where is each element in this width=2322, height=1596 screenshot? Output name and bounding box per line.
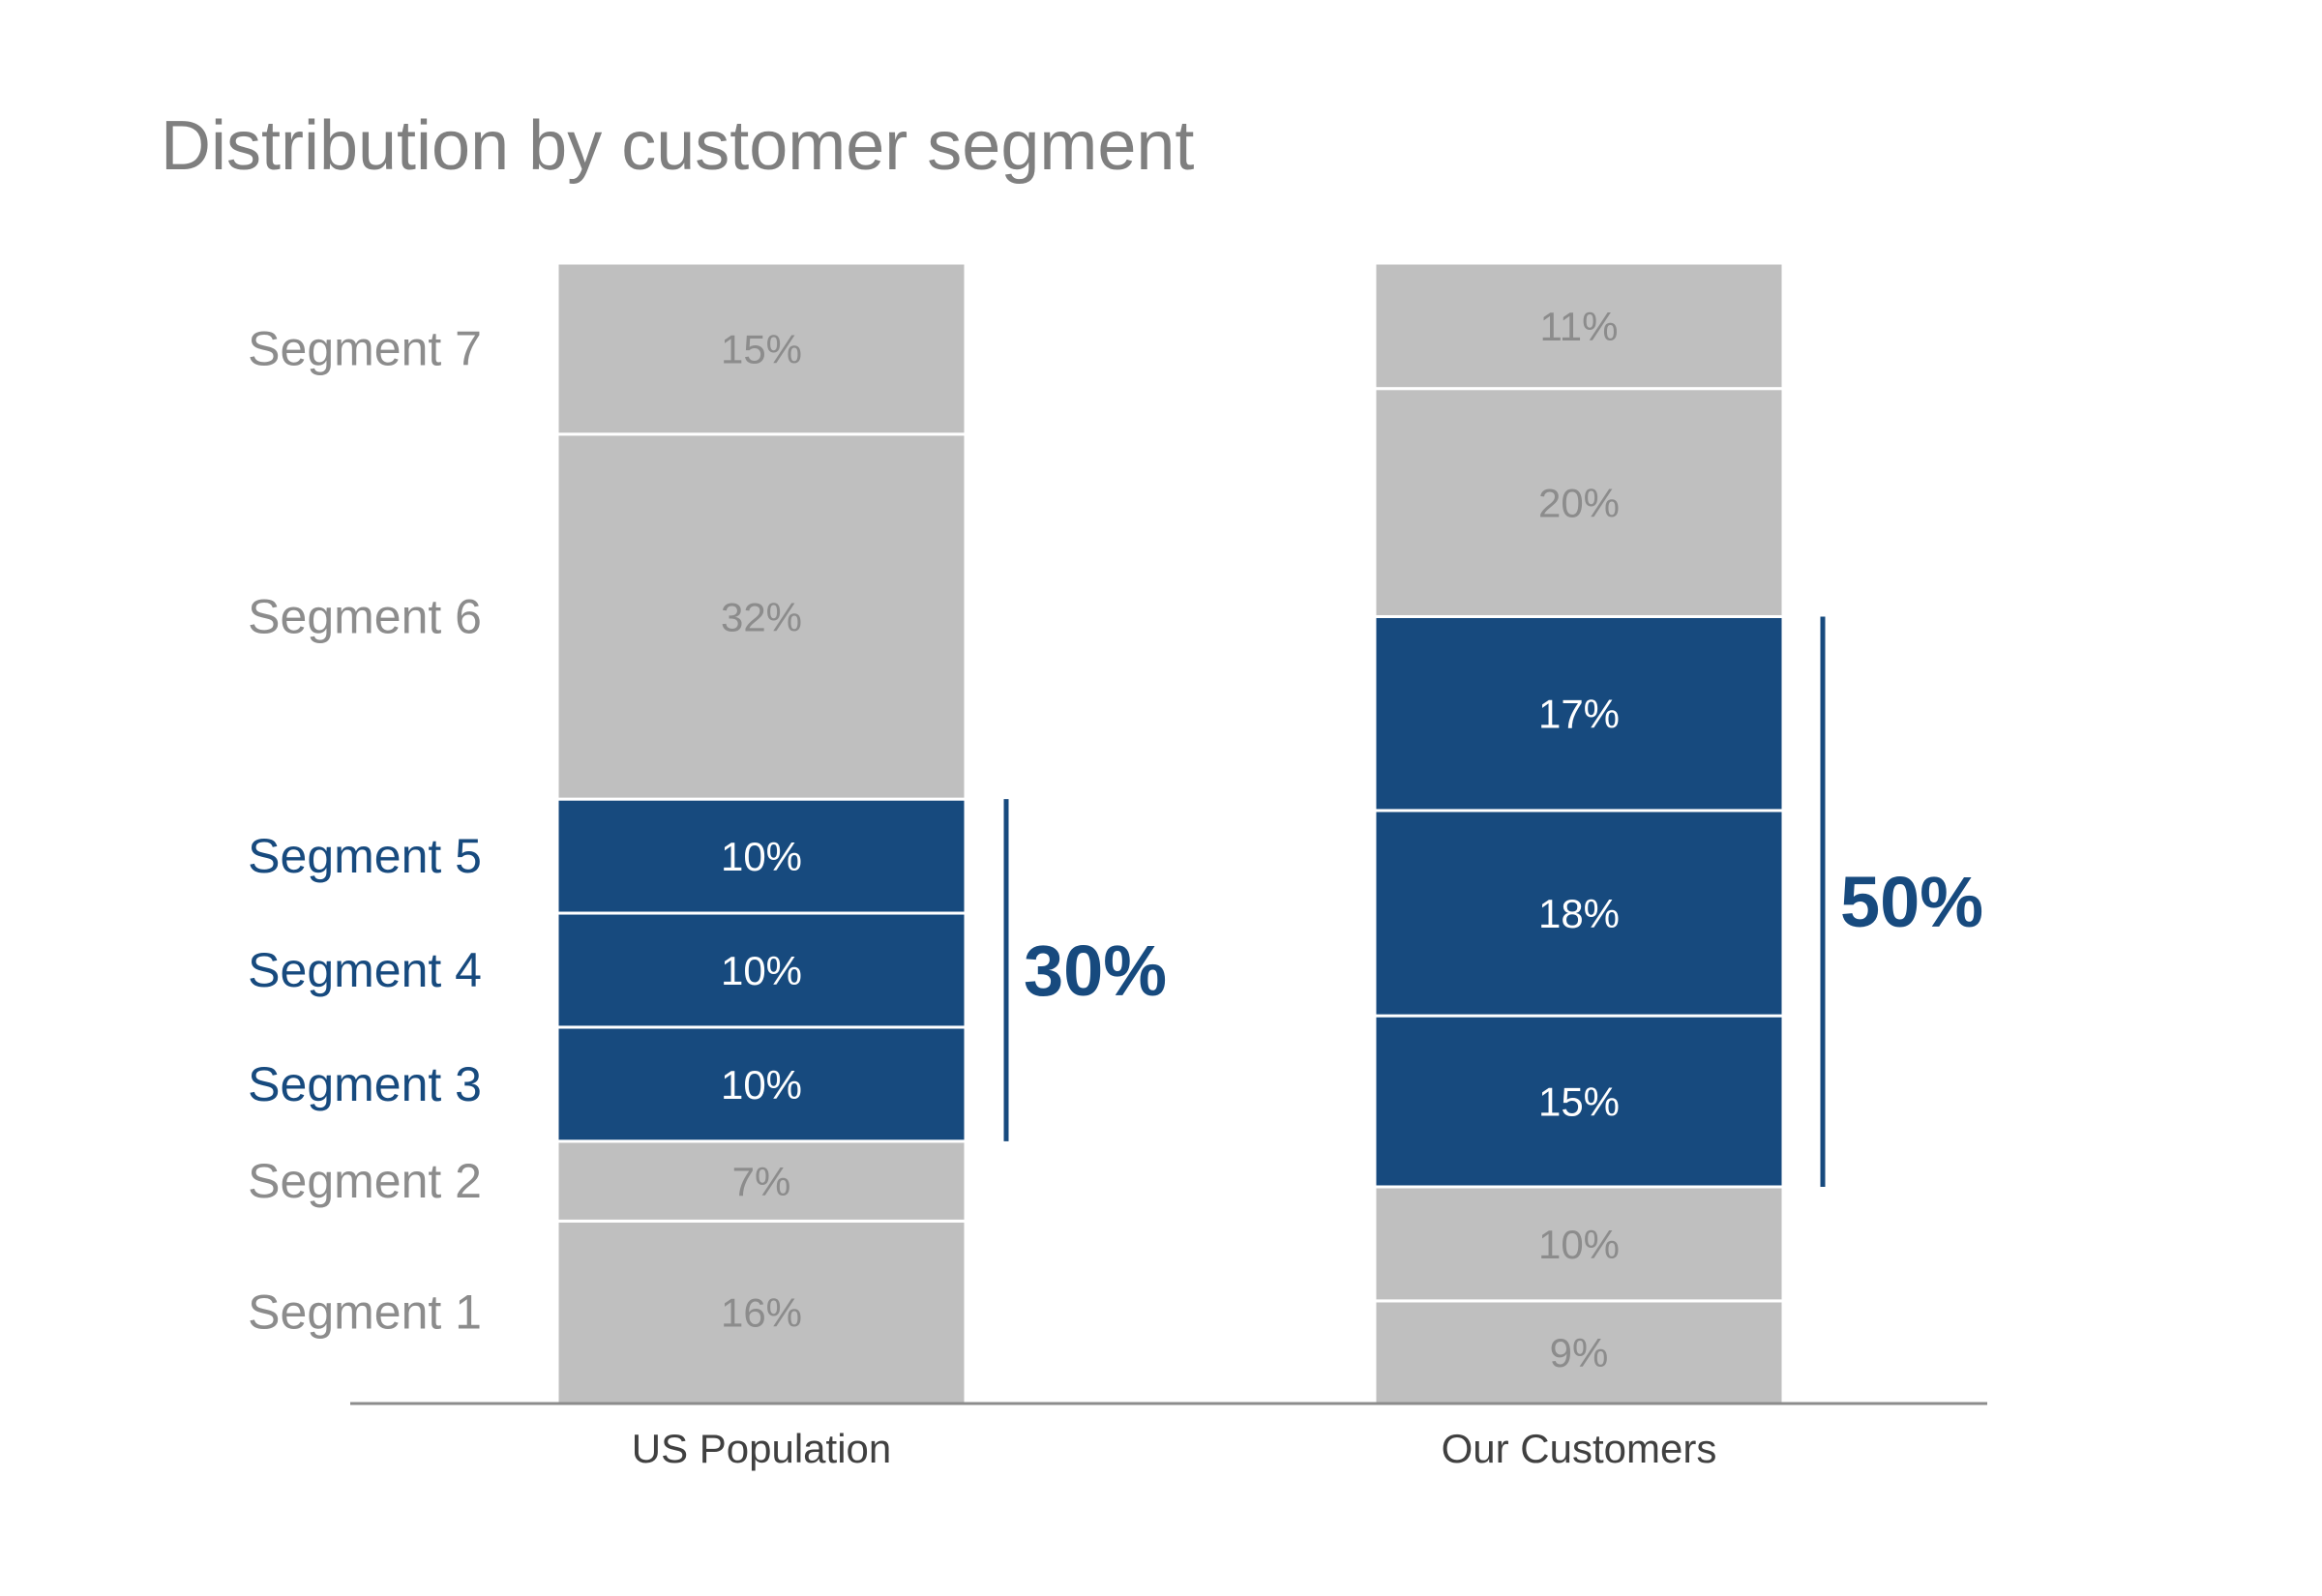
value-label-us-population-segment-7: 15% xyxy=(721,326,802,371)
segment-labels-group: Segment 1 Segment 2 Segment 3 Segment 4 Segm… xyxy=(248,321,482,1339)
category-labels-group: US Population Our Customers xyxy=(632,1426,1717,1471)
segment-label-segment-3: Segment 3 xyxy=(248,1057,482,1111)
value-label-our-customers-segment-5: 17% xyxy=(1538,692,1620,737)
segment-label-segment-7: Segment 7 xyxy=(248,321,482,375)
bracket-label-us-population: 30% xyxy=(1024,931,1167,1011)
bar-us-population-segment-6 xyxy=(555,432,968,801)
bar-us-population-segment-1 xyxy=(555,1219,968,1405)
bar-our-customers-segment-3 xyxy=(1373,1014,1785,1189)
segment-label-segment-1: Segment 1 xyxy=(248,1286,482,1340)
segment-label-segment-5: Segment 5 xyxy=(248,829,482,883)
value-label-us-population-segment-6: 32% xyxy=(721,594,802,639)
value-label-our-customers-segment-6: 20% xyxy=(1538,481,1620,526)
category-label-our-customers: Our Customers xyxy=(1442,1426,1717,1471)
bar-our-customers-segment-4 xyxy=(1373,809,1785,1018)
bar-our-customers-segment-7 xyxy=(1373,261,1785,391)
segment-label-segment-6: Segment 6 xyxy=(248,589,482,643)
value-label-our-customers-segment-2: 10% xyxy=(1538,1222,1620,1267)
bar-us-population-segment-7 xyxy=(555,261,968,436)
value-label-our-customers-segment-1: 9% xyxy=(1550,1330,1609,1375)
bar-us-population-segment-4 xyxy=(555,911,968,1029)
bars-group: 16% 7% 10% 10% 10% 32% 15% 9% 10% 15% 18% 17% 20% 11% xyxy=(555,261,1785,1405)
value-label-us-population-segment-2: 7% xyxy=(732,1159,791,1204)
value-label-us-population-segment-5: 10% xyxy=(721,834,802,879)
chart-title: Distribution by customer segment xyxy=(161,107,1194,185)
bar-our-customers-segment-1 xyxy=(1373,1299,1785,1405)
brackets-group: 30% 50% xyxy=(1003,616,1983,1187)
segment-label-segment-4: Segment 4 xyxy=(248,943,482,997)
value-label-our-customers-segment-7: 11% xyxy=(1540,304,1619,349)
segment-label-segment-2: Segment 2 xyxy=(248,1154,482,1208)
bar-our-customers-segment-2 xyxy=(1373,1185,1785,1303)
value-label-us-population-segment-3: 10% xyxy=(721,1062,802,1108)
bar-us-population-segment-5 xyxy=(555,797,968,915)
value-label-our-customers-segment-4: 18% xyxy=(1538,891,1620,936)
category-label-us-population: US Population xyxy=(632,1426,892,1471)
value-label-us-population-segment-4: 10% xyxy=(721,948,802,993)
bracket-label-our-customers: 50% xyxy=(1840,862,1983,942)
bar-our-customers-segment-5 xyxy=(1373,614,1785,813)
value-label-our-customers-segment-3: 15% xyxy=(1538,1079,1620,1125)
value-label-us-population-segment-1: 16% xyxy=(721,1290,802,1336)
bar-our-customers-segment-6 xyxy=(1373,387,1785,618)
bar-us-population-segment-2 xyxy=(555,1139,968,1223)
